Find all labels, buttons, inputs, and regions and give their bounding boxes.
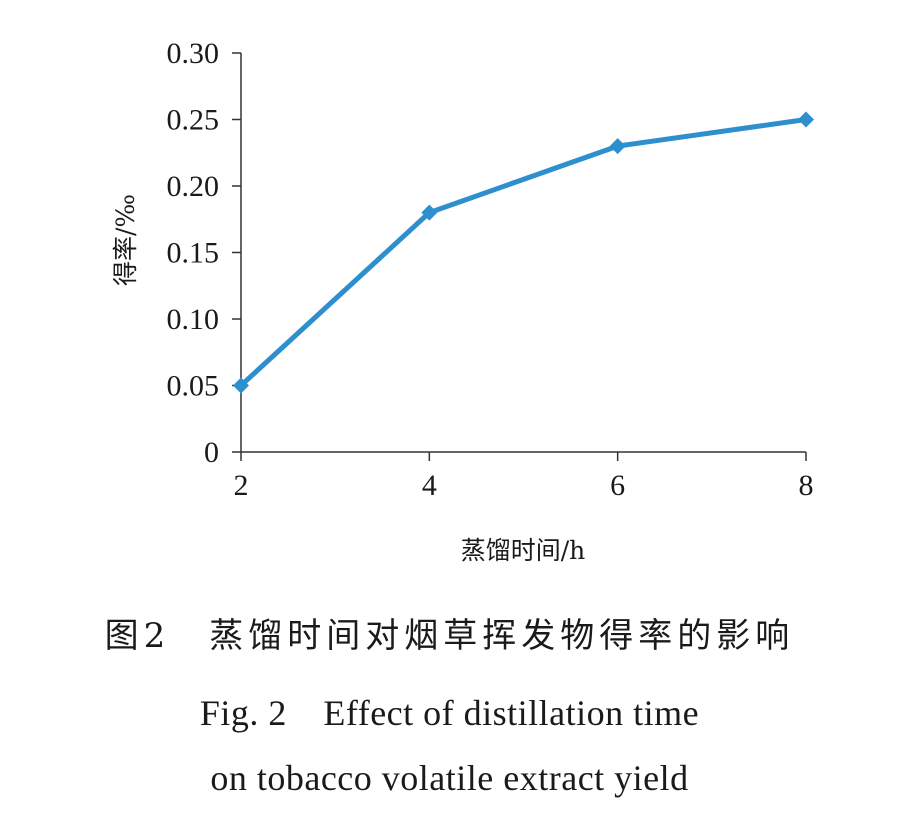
x-axis-title: 蒸馏时间/h bbox=[461, 536, 586, 565]
y-tick-label: 0.15 bbox=[167, 237, 220, 270]
series-line bbox=[238, 117, 809, 388]
figure-caption-english-line-1: Fig. 2 Effect of distillation time bbox=[199, 693, 700, 733]
series bbox=[233, 111, 814, 394]
x-tick-label: 8 bbox=[799, 469, 814, 502]
y-tick-label: 0.10 bbox=[167, 303, 220, 336]
y-tick-label: 0.20 bbox=[167, 170, 220, 203]
data-point bbox=[421, 204, 438, 221]
y-axis-title: 得率/‰ bbox=[111, 194, 140, 286]
data-point bbox=[798, 111, 814, 128]
figure-caption-chinese: 图2 蒸馏时间对烟草挥发物得率的影响 bbox=[104, 616, 795, 656]
x-tick-label: 2 bbox=[234, 469, 249, 502]
data-point bbox=[609, 138, 626, 155]
y-tick-label: 0 bbox=[204, 436, 219, 469]
y-tick-label: 0.25 bbox=[167, 104, 220, 137]
axes bbox=[240, 53, 806, 453]
y-tick-label: 0.30 bbox=[167, 37, 220, 70]
x-tick-label: 4 bbox=[422, 469, 437, 502]
line-chart: 0 0.05 0.10 0.15 0.20 0.25 0.30 2 4 6 8 蒸馏时间/h 得率/… bbox=[111, 37, 814, 565]
x-tick-label: 6 bbox=[610, 469, 625, 502]
ticks: 0 0.05 0.10 0.15 0.20 0.25 0.30 2 4 6 8 bbox=[167, 37, 814, 502]
data-point bbox=[233, 377, 249, 394]
y-tick-label: 0.05 bbox=[167, 370, 220, 403]
figure-caption-english-line-2: on tobacco volatile extract yield bbox=[210, 758, 689, 798]
